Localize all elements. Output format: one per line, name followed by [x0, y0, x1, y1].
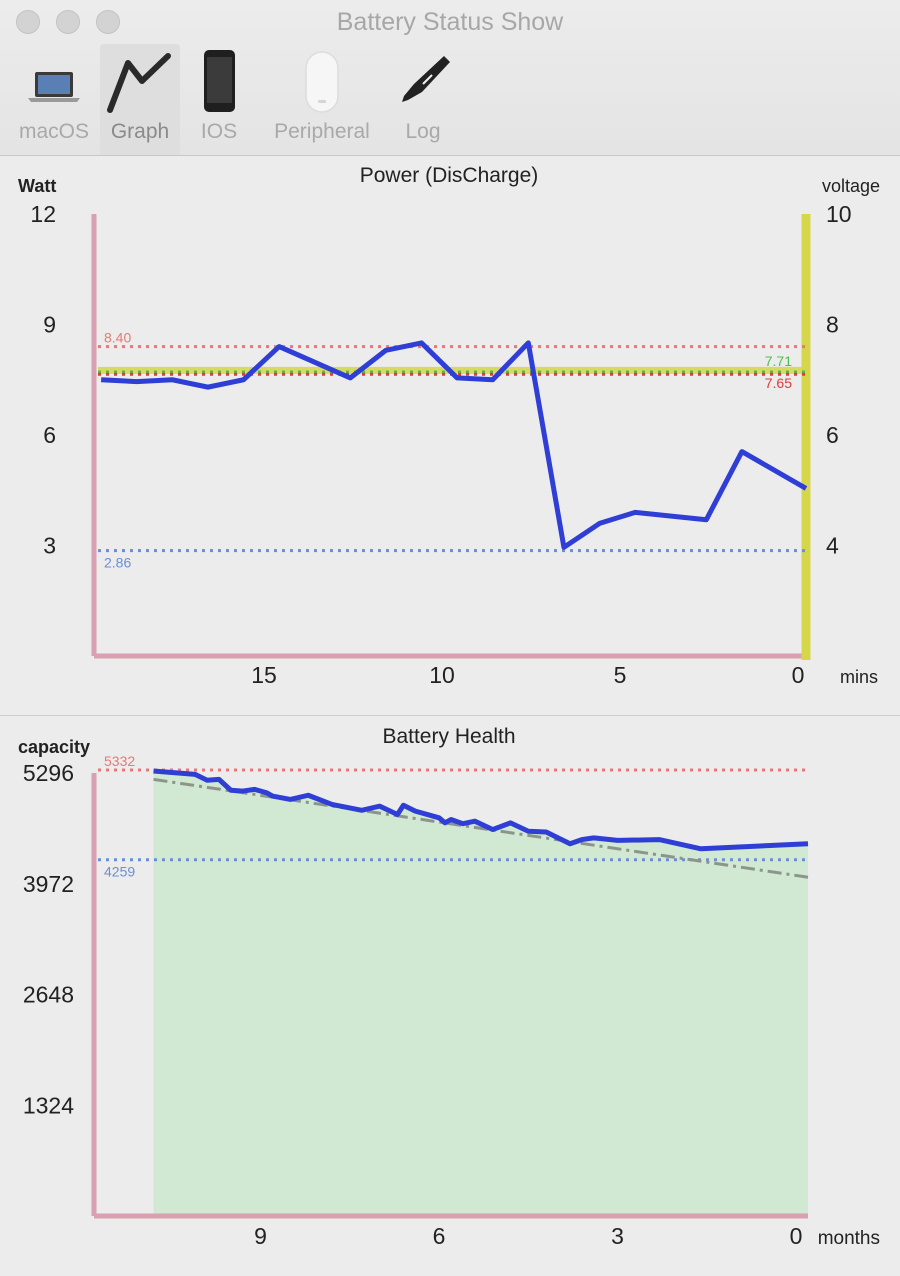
y-tick-label-left: 6	[43, 422, 56, 448]
x-axis-label: mins	[840, 667, 878, 687]
battery-health-chart: Battery Health capacity months 5296 3972 2…	[18, 725, 880, 1249]
reference-line-label: 8.40	[104, 330, 131, 346]
tab-graph[interactable]: Graph	[100, 44, 180, 155]
close-window-button[interactable]	[16, 10, 40, 34]
y-axis-label-right: voltage	[822, 176, 880, 196]
mouse-icon	[262, 48, 382, 114]
y-tick-label-left: 9	[43, 312, 56, 338]
y-axis-label: capacity	[18, 737, 90, 757]
x-tick-label: 6	[433, 1223, 446, 1249]
y-tick-label-right: 6	[826, 422, 839, 448]
y-tick-label-right: 10	[826, 201, 852, 227]
x-tick-label: 0	[790, 1223, 803, 1249]
capacity-area-fill	[153, 770, 808, 1216]
reference-line-label: 2.86	[104, 555, 131, 571]
power-series-line	[100, 340, 808, 550]
tab-label: Peripheral	[274, 120, 370, 143]
reference-line-label: 7.65	[765, 375, 792, 391]
x-tick-label: 5	[614, 662, 627, 688]
x-tick-label: 0	[792, 662, 805, 688]
y-tick-label-right: 4	[826, 533, 839, 559]
window-title: Battery Status Show	[336, 8, 564, 36]
tab-label: Log	[405, 120, 441, 143]
tab-ios[interactable]: IOS	[186, 44, 252, 155]
tab-label: macOS	[18, 120, 89, 143]
x-tick-label: 3	[611, 1223, 624, 1249]
trend-line	[153, 777, 809, 879]
y-tick-label: 3972	[23, 871, 74, 897]
zoom-window-button[interactable]	[96, 10, 120, 34]
y-tick-label: 2648	[23, 982, 74, 1008]
reference-line-label: 7.71	[765, 353, 792, 369]
y-tick-label: 1324	[23, 1092, 74, 1118]
laptop-icon	[10, 48, 98, 114]
x-tick-label: 10	[429, 662, 455, 688]
title-bar: Battery Status Show macOS Graph	[0, 0, 900, 156]
iphone-icon	[186, 48, 252, 114]
power-discharge-chart: Power (DisCharge) Watt voltage mins 12 9 6…	[18, 164, 880, 688]
tab-macos[interactable]: macOS	[10, 44, 98, 155]
x-axis-label: months	[818, 1228, 880, 1249]
chart-title: Power (DisCharge)	[360, 164, 539, 187]
tab-log[interactable]: Log	[390, 44, 456, 155]
y-axis-label-left: Watt	[18, 176, 56, 196]
tab-label: Graph	[110, 120, 170, 143]
reference-line-label: 5332	[104, 753, 135, 769]
x-tick-label: 15	[251, 662, 277, 688]
tab-label: IOS	[200, 120, 238, 143]
y-tick-label-left: 12	[30, 201, 56, 227]
reference-line-label: 4259	[104, 864, 135, 880]
chart-title: Battery Health	[382, 725, 515, 748]
pen-icon	[390, 48, 456, 114]
section-divider	[0, 715, 900, 716]
capacity-series-line	[153, 768, 809, 852]
tab-peripheral[interactable]: Peripheral	[262, 44, 382, 155]
y-tick-label: 5296	[23, 760, 74, 786]
line-graph-icon	[100, 48, 180, 114]
x-tick-label: 9	[254, 1223, 267, 1249]
y-tick-label-right: 8	[826, 312, 839, 338]
y-tick-label-left: 3	[43, 533, 56, 559]
minimize-window-button[interactable]	[56, 10, 80, 34]
